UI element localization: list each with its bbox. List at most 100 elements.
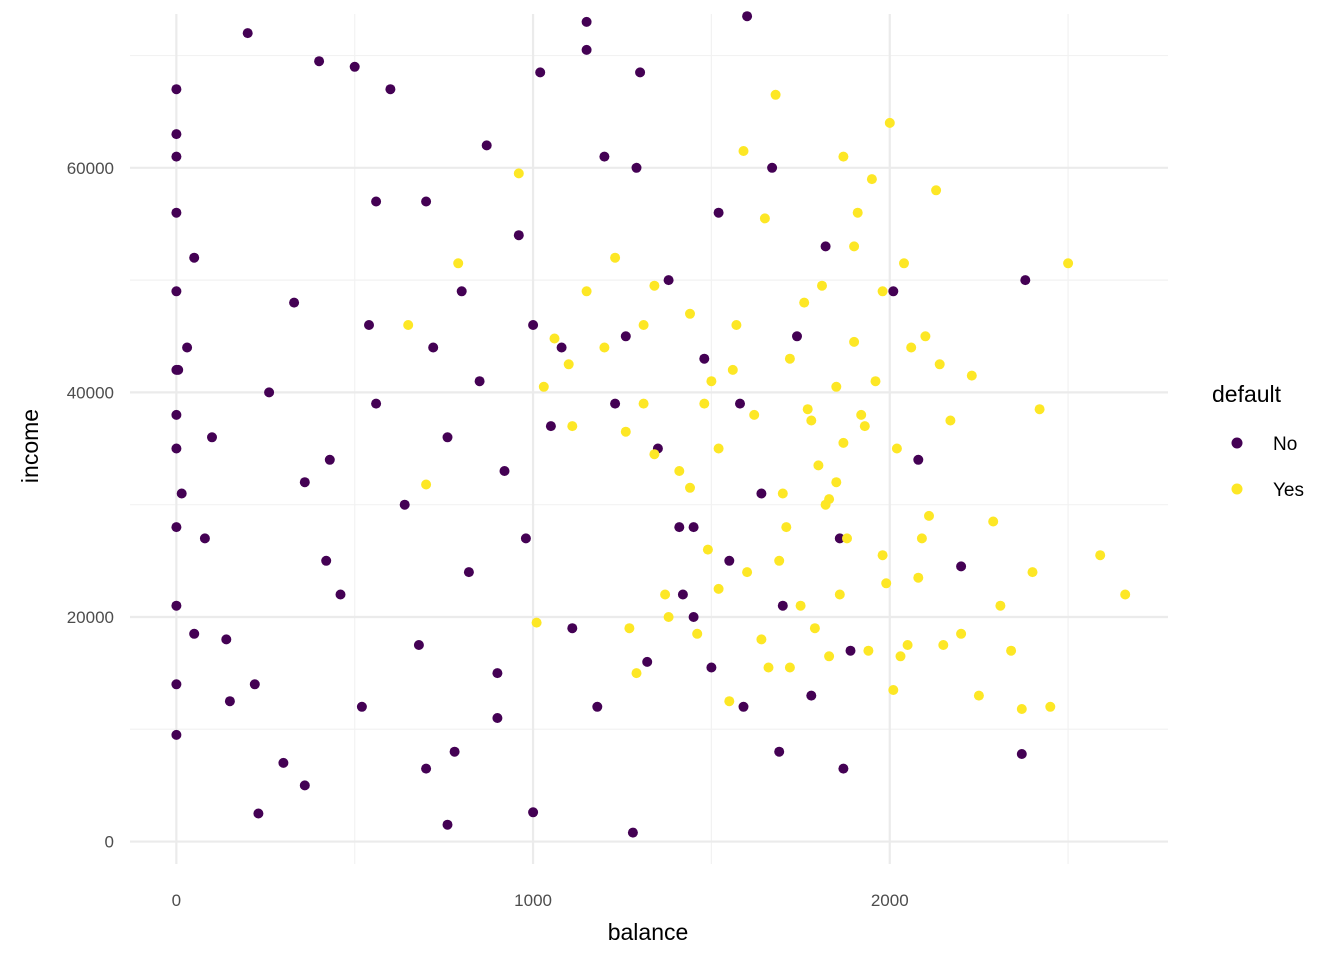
data-point-no: [371, 196, 382, 207]
data-point-yes: [856, 409, 867, 420]
data-point-yes: [891, 443, 902, 454]
data-point-yes: [956, 628, 967, 639]
data-point-no: [767, 162, 778, 173]
data-point-no: [253, 808, 264, 819]
data-point-yes: [638, 320, 649, 330]
data-point-no: [820, 241, 831, 252]
x-tick-label: 0: [172, 891, 181, 910]
data-point-no: [677, 589, 688, 600]
data-point-yes: [777, 488, 788, 499]
data-point-yes: [713, 443, 724, 454]
data-point-yes: [563, 359, 574, 370]
data-point-yes: [888, 685, 899, 695]
data-point-no: [199, 533, 210, 544]
data-point-yes: [453, 258, 464, 269]
data-point-yes: [809, 623, 820, 634]
data-point-yes: [685, 308, 695, 319]
data-point-no: [171, 286, 182, 297]
data-point-no: [756, 488, 767, 499]
data-point-no: [513, 230, 524, 241]
legend-key-no: [1231, 437, 1243, 449]
y-tick-label: 40000: [67, 383, 114, 402]
data-point-no: [173, 364, 184, 375]
data-point-no: [242, 28, 253, 39]
data-point-no: [635, 67, 646, 78]
data-point-yes: [802, 404, 813, 415]
data-point-yes: [902, 640, 913, 650]
data-point-no: [738, 701, 749, 712]
data-point-yes: [731, 320, 742, 330]
data-point-yes: [567, 421, 578, 432]
data-point-no: [371, 398, 382, 409]
data-point-yes: [831, 381, 842, 392]
x-tick-label: 1000: [514, 891, 552, 910]
data-point-no: [171, 151, 182, 162]
data-point-no: [806, 690, 817, 701]
data-point-no: [421, 196, 432, 207]
data-point-no: [792, 331, 802, 342]
data-point-yes: [995, 600, 1006, 611]
data-point-yes: [631, 668, 642, 679]
data-point-no: [699, 353, 710, 364]
data-point-yes: [549, 333, 560, 344]
data-point-yes: [724, 696, 735, 707]
data-point-yes: [1095, 550, 1106, 561]
data-point-no: [492, 668, 503, 679]
data-point-yes: [877, 286, 888, 297]
data-point-no: [442, 819, 453, 830]
data-point-no: [913, 454, 924, 465]
data-point-no: [610, 398, 621, 409]
data-point-yes: [834, 589, 845, 600]
data-point-no: [774, 746, 785, 757]
data-point-yes: [702, 544, 713, 555]
data-point-yes: [906, 342, 917, 353]
data-point-yes: [531, 617, 542, 628]
data-point-yes: [895, 651, 906, 662]
data-point-yes: [581, 286, 592, 297]
data-point-yes: [913, 572, 924, 583]
data-point-no: [642, 656, 653, 667]
data-point-no: [182, 342, 193, 353]
data-point-yes: [727, 364, 738, 375]
data-point-yes: [538, 381, 549, 392]
data-point-no: [545, 421, 556, 432]
data-point-yes: [784, 662, 795, 673]
data-point-no: [449, 746, 460, 757]
data-point-no: [492, 713, 503, 723]
data-point-yes: [938, 640, 949, 650]
data-point-no: [278, 757, 289, 768]
data-point-yes: [1034, 404, 1045, 415]
y-tick-label: 60000: [67, 159, 114, 178]
data-point-no: [221, 634, 232, 645]
data-point-no: [224, 696, 235, 707]
data-point-yes: [824, 494, 835, 505]
data-point-no: [535, 67, 546, 78]
data-point-yes: [813, 460, 824, 471]
data-point-no: [845, 645, 856, 656]
data-point-no: [724, 555, 735, 566]
data-point-no: [176, 488, 187, 499]
data-point-no: [567, 623, 578, 634]
data-point-yes: [884, 117, 895, 128]
data-point-no: [428, 342, 439, 353]
data-point-yes: [1045, 701, 1056, 712]
legend-key-yes: [1231, 483, 1243, 495]
y-axis-tick-labels: 0 20000 40000 60000: [67, 159, 114, 852]
data-point-yes: [674, 466, 685, 476]
data-point-yes: [756, 634, 767, 645]
data-point-yes: [1027, 567, 1038, 578]
data-point-no: [592, 701, 603, 712]
y-tick-label: 0: [105, 833, 114, 852]
data-point-no: [688, 522, 699, 533]
data-point-yes: [877, 550, 888, 561]
data-point-yes: [859, 421, 870, 432]
data-point-no: [599, 151, 610, 162]
data-point-no: [442, 432, 453, 443]
data-point-no: [463, 567, 474, 578]
data-point-no: [706, 662, 717, 673]
legend-label-yes: Yes: [1273, 480, 1304, 501]
data-point-no: [556, 342, 567, 353]
data-point-yes: [649, 280, 660, 291]
data-point-yes: [945, 415, 956, 426]
data-point-yes: [870, 376, 881, 387]
